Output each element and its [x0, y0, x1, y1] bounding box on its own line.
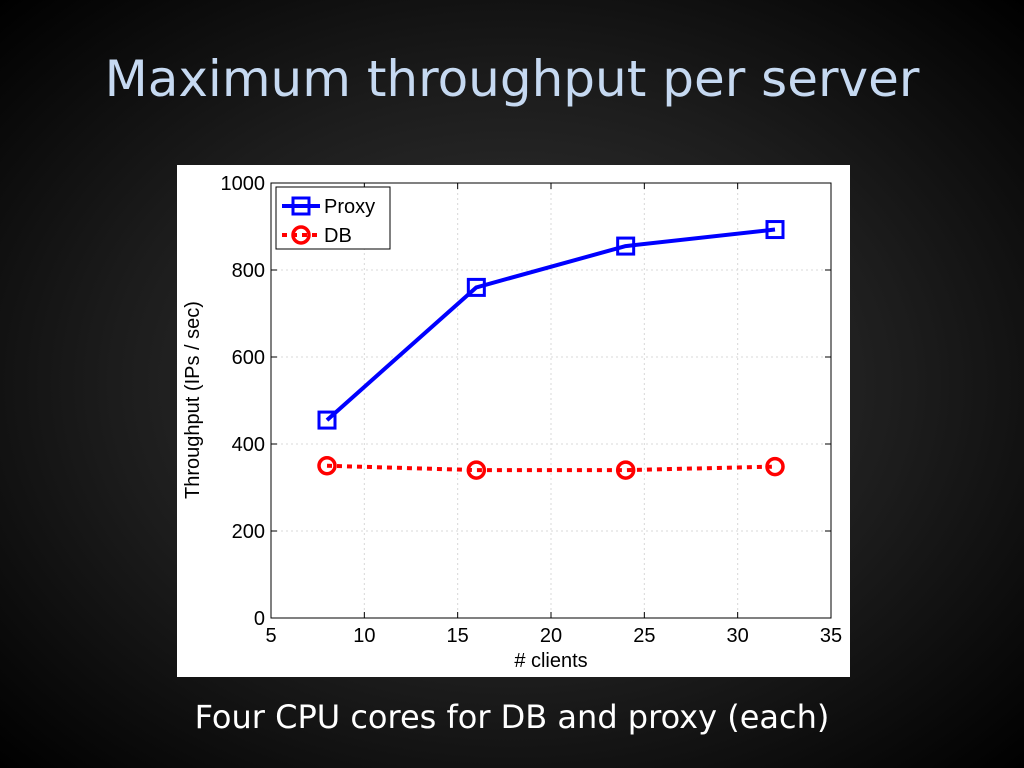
- legend-label-db: DB: [324, 225, 352, 247]
- data-point-proxy: [616, 236, 636, 256]
- x-tick-label: 20: [540, 625, 562, 647]
- x-tick-label: 35: [820, 625, 842, 647]
- x-tick-label: 10: [353, 625, 375, 647]
- legend-marker-proxy: [291, 196, 311, 216]
- series-line-db: [326, 463, 776, 473]
- data-point-db: [317, 456, 337, 476]
- y-tick-label: 400: [232, 434, 265, 456]
- ticks-layer: 5 10 15 20 25 30 35 0 200 400 600 800 1000: [221, 173, 843, 647]
- data-point-proxy: [466, 277, 486, 297]
- series-layer: [317, 220, 785, 480]
- data-point-proxy: [765, 220, 785, 240]
- x-axis-label: # clients: [514, 650, 587, 672]
- y-tick-label: 600: [232, 347, 265, 369]
- y-tick-label: 0: [254, 608, 265, 630]
- legend: Proxy DB: [275, 186, 391, 250]
- slide-title: Maximum throughput per server: [104, 50, 920, 108]
- chart-panel: 5 10 15 20 25 30 35 0 200 400 600 800 1000 # clients…: [177, 165, 850, 677]
- data-point-db: [466, 460, 487, 480]
- slide-caption: Four CPU cores for DB and proxy (each): [194, 698, 830, 736]
- y-axis-label: Throughput (IPs / sec): [182, 301, 204, 499]
- x-tick-label: 30: [727, 625, 749, 647]
- x-tick-label: 15: [447, 625, 469, 647]
- data-point-proxy: [317, 410, 337, 430]
- x-tick-label: 5: [265, 625, 276, 647]
- grid-layer: [271, 183, 831, 618]
- x-tick-label: 25: [633, 625, 655, 647]
- legend-marker-db: [291, 225, 311, 245]
- data-point-db: [615, 460, 636, 480]
- legend-label-proxy: Proxy: [324, 196, 375, 218]
- series-db: [317, 456, 785, 480]
- series-line-proxy: [325, 227, 776, 422]
- y-tick-label: 1000: [221, 173, 266, 195]
- y-tick-label: 200: [232, 521, 265, 543]
- series-proxy: [317, 220, 785, 430]
- y-tick-label: 800: [232, 260, 265, 282]
- throughput-chart: 5 10 15 20 25 30 35 0 200 400 600 800 1000 # clients…: [182, 173, 843, 672]
- data-point-db: [765, 456, 785, 477]
